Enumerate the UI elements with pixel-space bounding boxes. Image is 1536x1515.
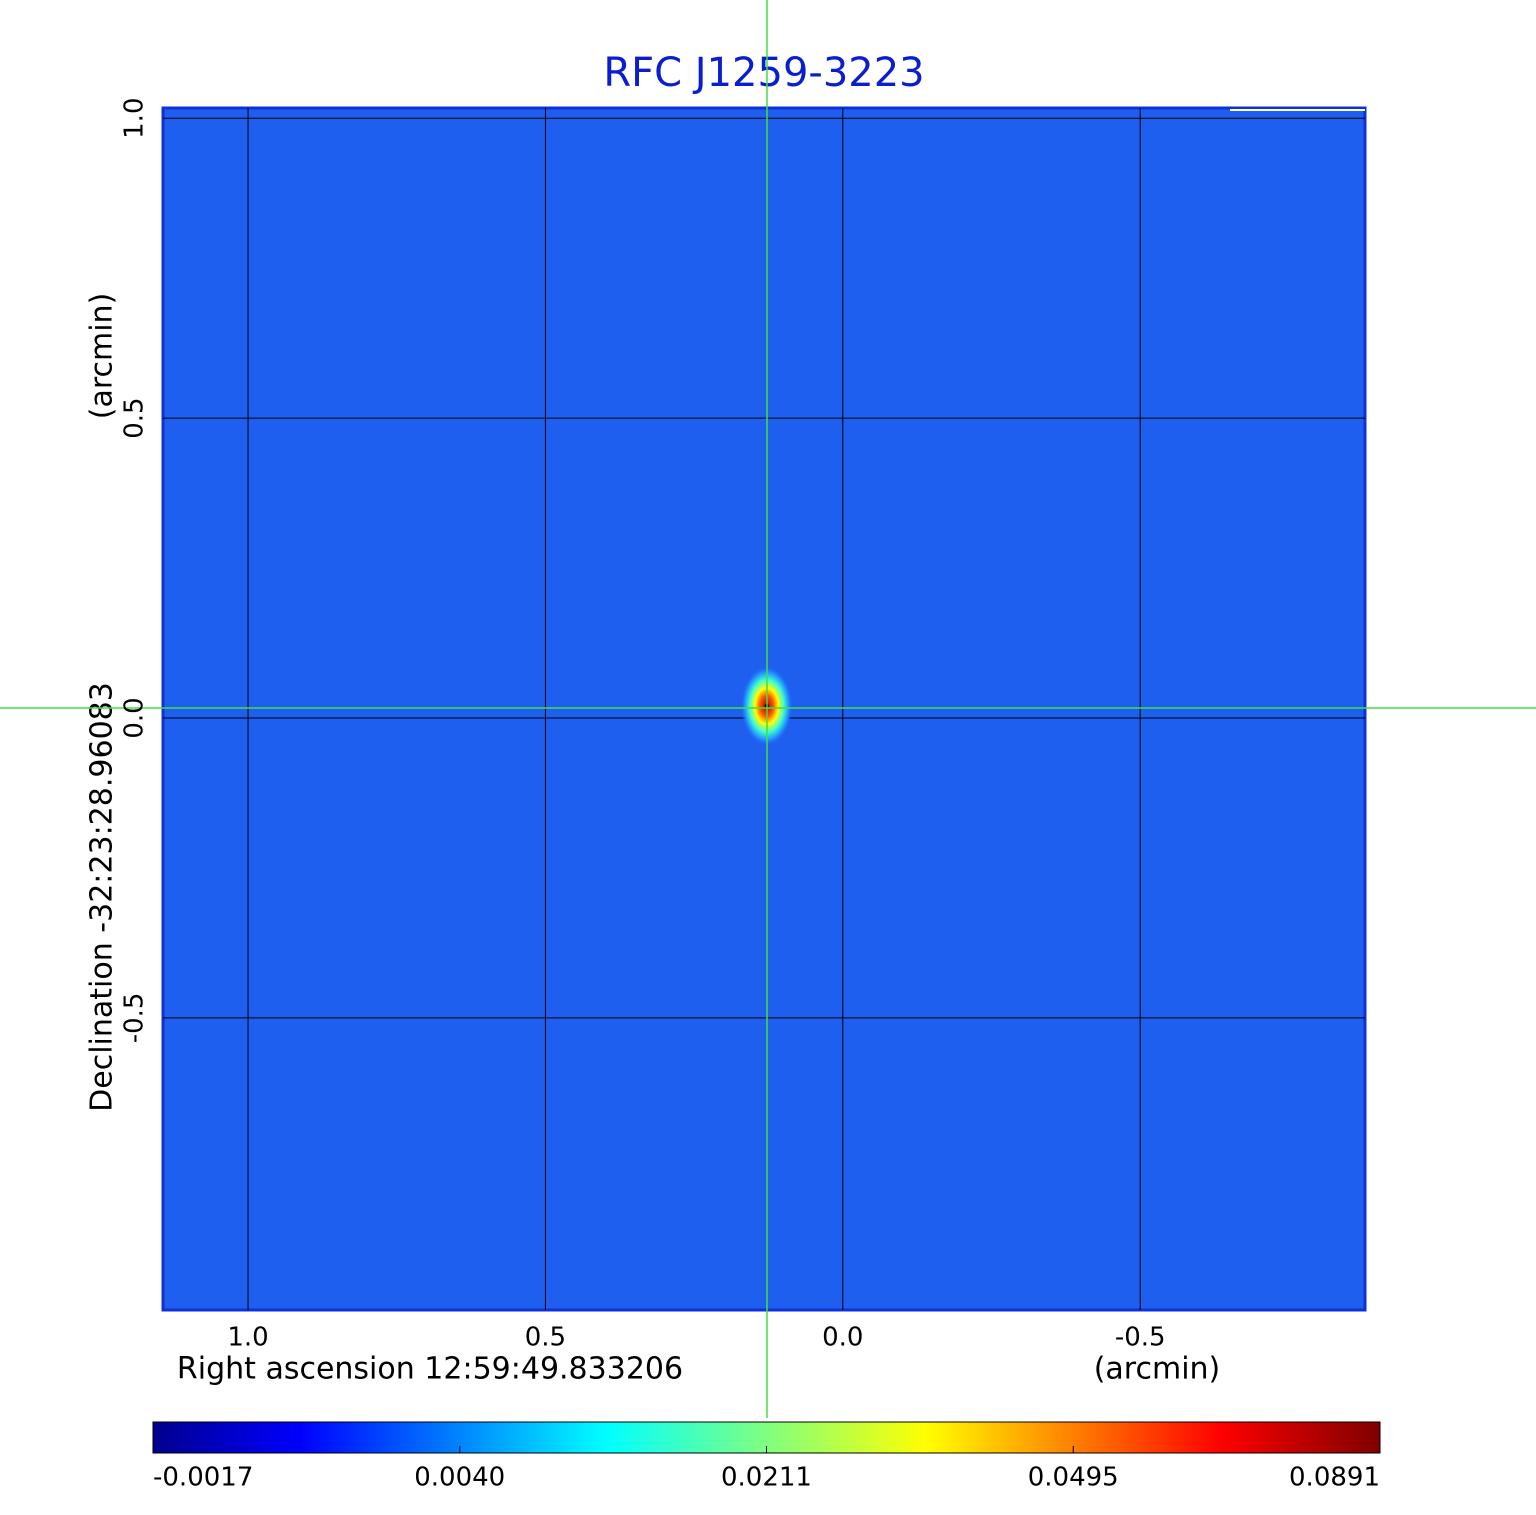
x-tick-label: -0.5 bbox=[1115, 1323, 1166, 1353]
colorbar-tick-label: 0.0040 bbox=[414, 1463, 505, 1493]
x-axis-label: Right ascension 12:59:49.833206 bbox=[177, 1352, 683, 1387]
y-tick-label: 1.0 bbox=[120, 98, 150, 139]
x-tick-label: 1.0 bbox=[227, 1323, 268, 1353]
y-tick-label: -0.5 bbox=[120, 993, 150, 1044]
y-axis-unit: (arcmin) bbox=[85, 293, 120, 420]
y-tick-label: 0.0 bbox=[120, 697, 150, 738]
colorbar-tick-label: -0.0017 bbox=[153, 1463, 253, 1493]
colorbar-tick-label: 0.0891 bbox=[1289, 1463, 1380, 1493]
y-axis-label: Declination -32:23:28.96083 bbox=[85, 682, 120, 1112]
x-tick-label: 0.0 bbox=[822, 1323, 863, 1353]
grid bbox=[163, 108, 1365, 1310]
x-tick-label: 0.5 bbox=[525, 1323, 566, 1353]
y-tick-label: 0.5 bbox=[120, 397, 150, 438]
x-axis-unit: (arcmin) bbox=[1094, 1352, 1221, 1387]
chart-title: RFC J1259-3223 bbox=[603, 50, 924, 96]
colorbar-tick-label: 0.0211 bbox=[721, 1463, 812, 1493]
colorbar-tick-label: 0.0495 bbox=[1028, 1463, 1119, 1493]
